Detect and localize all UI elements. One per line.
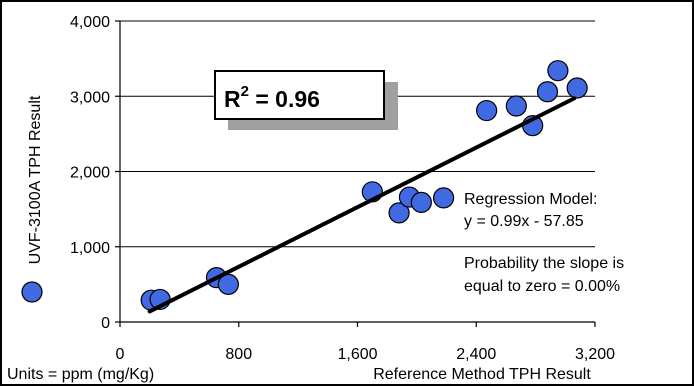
data-point <box>547 60 569 82</box>
r2-exponent: 2 <box>241 83 249 100</box>
x-tick-label: 3,200 <box>575 346 615 363</box>
r2-label: R2 = 0.96 <box>224 83 320 112</box>
x-axis-label: Reference Method TPH Result <box>373 366 591 383</box>
x-tick-label: 1,600 <box>337 346 377 363</box>
y-tick-label: 0 <box>101 315 110 332</box>
y-axis-label: UVF-3100A TPH Result <box>27 95 44 264</box>
x-tick-label: 2,400 <box>456 346 496 363</box>
regression-line <box>147 96 577 314</box>
data-point <box>217 273 239 295</box>
model-title: Regression Model: <box>464 191 597 208</box>
legend-marker <box>21 281 43 303</box>
y-tick-labels: 0 1,000 2,000 3,000 4,000 <box>70 14 110 332</box>
y-tick-label: 2,000 <box>70 165 110 182</box>
probability-line-2: equal to zero = 0.00% <box>464 278 620 295</box>
y-tick-label: 4,000 <box>70 14 110 31</box>
r2-value: = 0.96 <box>249 86 320 112</box>
data-point <box>536 81 559 103</box>
axes <box>115 20 596 327</box>
data-point <box>505 95 527 117</box>
r2-box <box>214 70 385 120</box>
data-point <box>432 187 455 209</box>
data-point <box>476 99 498 122</box>
data-point <box>388 202 410 224</box>
x-tick-label: 0 <box>116 346 125 363</box>
units-label: Units = ppm (mg/Kg) <box>7 366 154 383</box>
data-point <box>566 77 588 99</box>
y-tick-label: 3,000 <box>70 89 110 106</box>
y-tick-label: 1,000 <box>70 240 110 257</box>
model-equation: y = 0.99x - 57.85 <box>464 213 584 230</box>
r2-symbol: R <box>224 86 241 112</box>
data-point <box>410 191 432 213</box>
probability-line-1: Probability the slope is <box>464 255 624 272</box>
x-tick-labels: 0 800 1,600 2,400 3,200 <box>116 346 616 363</box>
x-tick-label: 800 <box>225 346 252 363</box>
data-points <box>140 60 588 311</box>
